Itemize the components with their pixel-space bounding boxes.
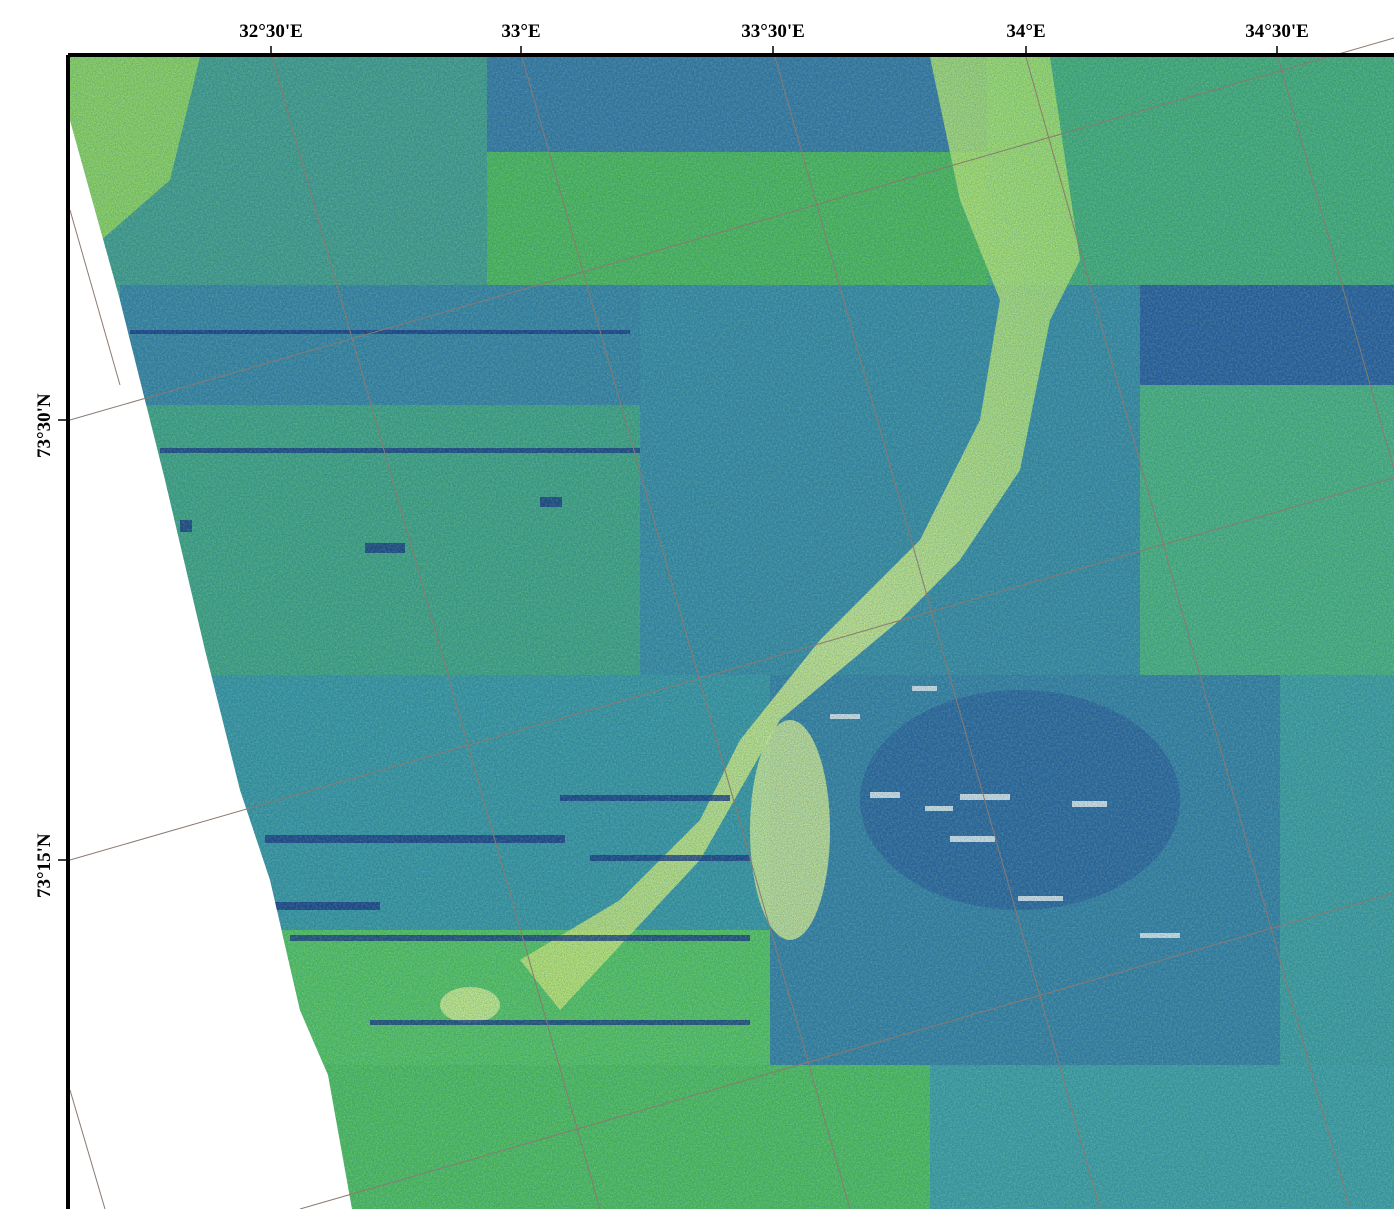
longitude-label-33: 33°E (501, 21, 541, 42)
parallel-73-00 (299, 892, 1394, 1209)
meridian-32-b (69, 1089, 106, 1209)
parallel-73-15 (69, 477, 1394, 861)
meridian-32 (69, 209, 121, 386)
longitude-label-34: 34°E (1006, 21, 1046, 42)
latitude-label-73-30: 73°30'N (34, 393, 55, 458)
meridian-33-30 (774, 56, 1101, 1209)
map-frame (66, 53, 1394, 1209)
longitude-label-32-30: 32°30'E (239, 21, 303, 42)
latitude-label-73-15: 73°15'N (34, 833, 55, 898)
longitude-label-34-30: 34°30'E (1245, 21, 1309, 42)
parallel-73-30 (69, 37, 1394, 421)
longitude-label-33-30: 33°30'E (741, 21, 805, 42)
meridian-33 (521, 56, 851, 1209)
graticule (69, 37, 1394, 1209)
meridian-32-30 (271, 56, 601, 1209)
meridian-34-30 (1277, 56, 1394, 471)
meridian-34 (1025, 56, 1351, 1209)
